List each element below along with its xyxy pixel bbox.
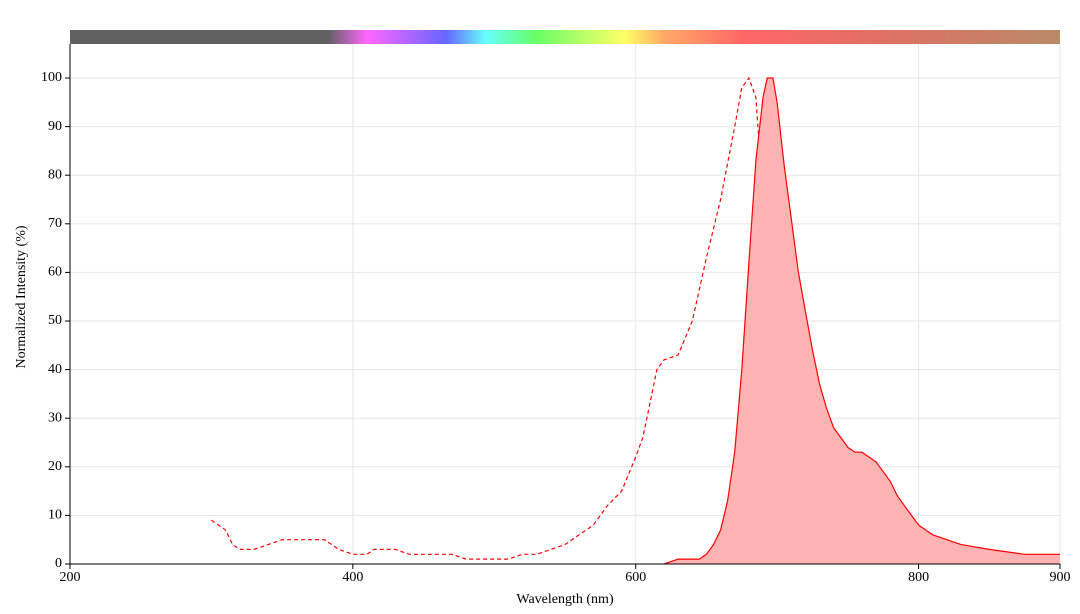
y-tick-label: 10 <box>48 508 62 523</box>
x-tick-label: 400 <box>342 570 363 585</box>
grid <box>69 44 1061 565</box>
y-tick-label: 70 <box>48 216 62 231</box>
x-tick-label: 900 <box>1050 570 1071 585</box>
x-tick-label: 200 <box>60 570 81 585</box>
y-tick-label: 90 <box>48 119 62 134</box>
y-axis-label: Normalized Intensity (%) <box>14 225 29 368</box>
excitation-line <box>211 76 827 565</box>
plot <box>211 76 1060 565</box>
emission-line <box>663 77 1060 565</box>
y-tick-label: 40 <box>48 362 62 377</box>
y-tick-label: 50 <box>48 313 62 328</box>
x-axis-label: Wavelength (nm) <box>516 592 614 607</box>
y-tick-label: 80 <box>48 167 62 182</box>
axes: 0 10 20 30 40 50 60 70 80 90 100 200 400 600 800 900 <box>41 44 1071 585</box>
y-tick-label: 100 <box>41 70 62 85</box>
emission-area <box>664 78 1060 564</box>
x-tick-label: 800 <box>908 570 929 585</box>
y-tick-label: 20 <box>48 459 62 474</box>
y-tick-label: 30 <box>48 410 62 425</box>
spectrum-bar <box>70 30 1060 44</box>
x-tick-label: 600 <box>625 570 646 585</box>
y-tick-label: 60 <box>48 265 62 280</box>
y-tick-label: 0 <box>55 556 62 571</box>
